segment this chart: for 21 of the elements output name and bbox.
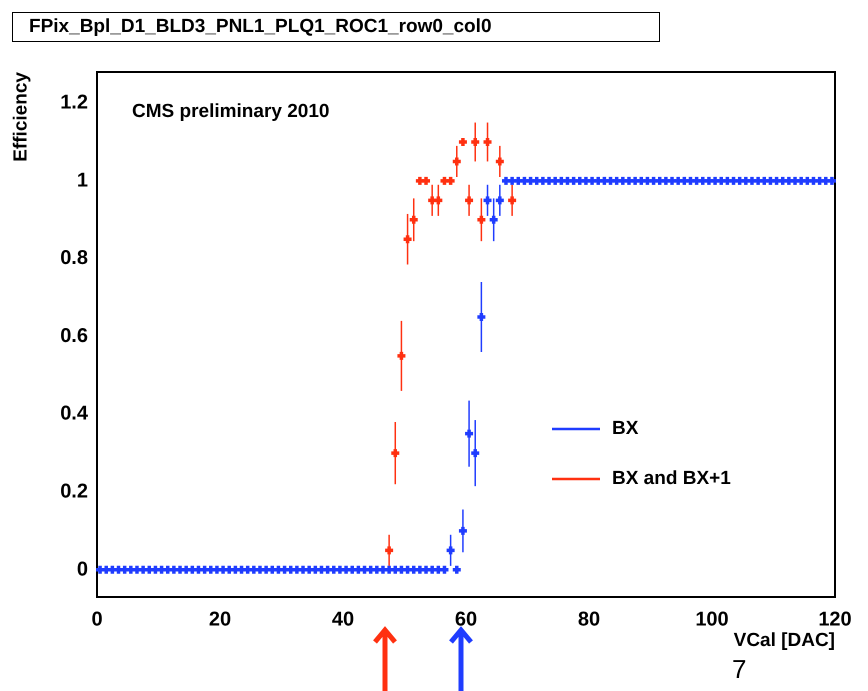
y-tick-label: 0.4 <box>60 402 89 425</box>
y-tick-label: 0.2 <box>60 480 88 503</box>
x-tick-label: 100 <box>695 608 729 631</box>
chart-title: FPix_Bpl_D1_BLD3_PNL1_PLQ1_ROC1_row0_col0 <box>12 12 660 42</box>
y-tick-label: 0.6 <box>60 324 88 347</box>
y-tick-label: 1 <box>76 169 88 192</box>
text: 7 <box>732 654 746 685</box>
x-tick-label: 120 <box>818 608 852 631</box>
x-axis-title: VCal [DAC] <box>734 630 835 651</box>
y-tick-label: 0 <box>76 558 88 580</box>
x-tick-label: 0 <box>91 608 103 631</box>
annotation: CMS preliminary 2010 <box>132 101 330 122</box>
y-axis-title: Efficiency <box>10 72 32 162</box>
x-tick-label: 60 <box>454 608 478 631</box>
legend-label: BX and BX+1 <box>612 468 732 490</box>
legend-label: BX <box>612 418 639 440</box>
x-tick-label: 40 <box>332 608 354 631</box>
y-tick-label: 1.2 <box>60 92 88 114</box>
y-tick-label: 0.8 <box>60 247 88 270</box>
x-tick-label: 80 <box>578 608 600 631</box>
x-tick-label: 20 <box>208 608 232 631</box>
